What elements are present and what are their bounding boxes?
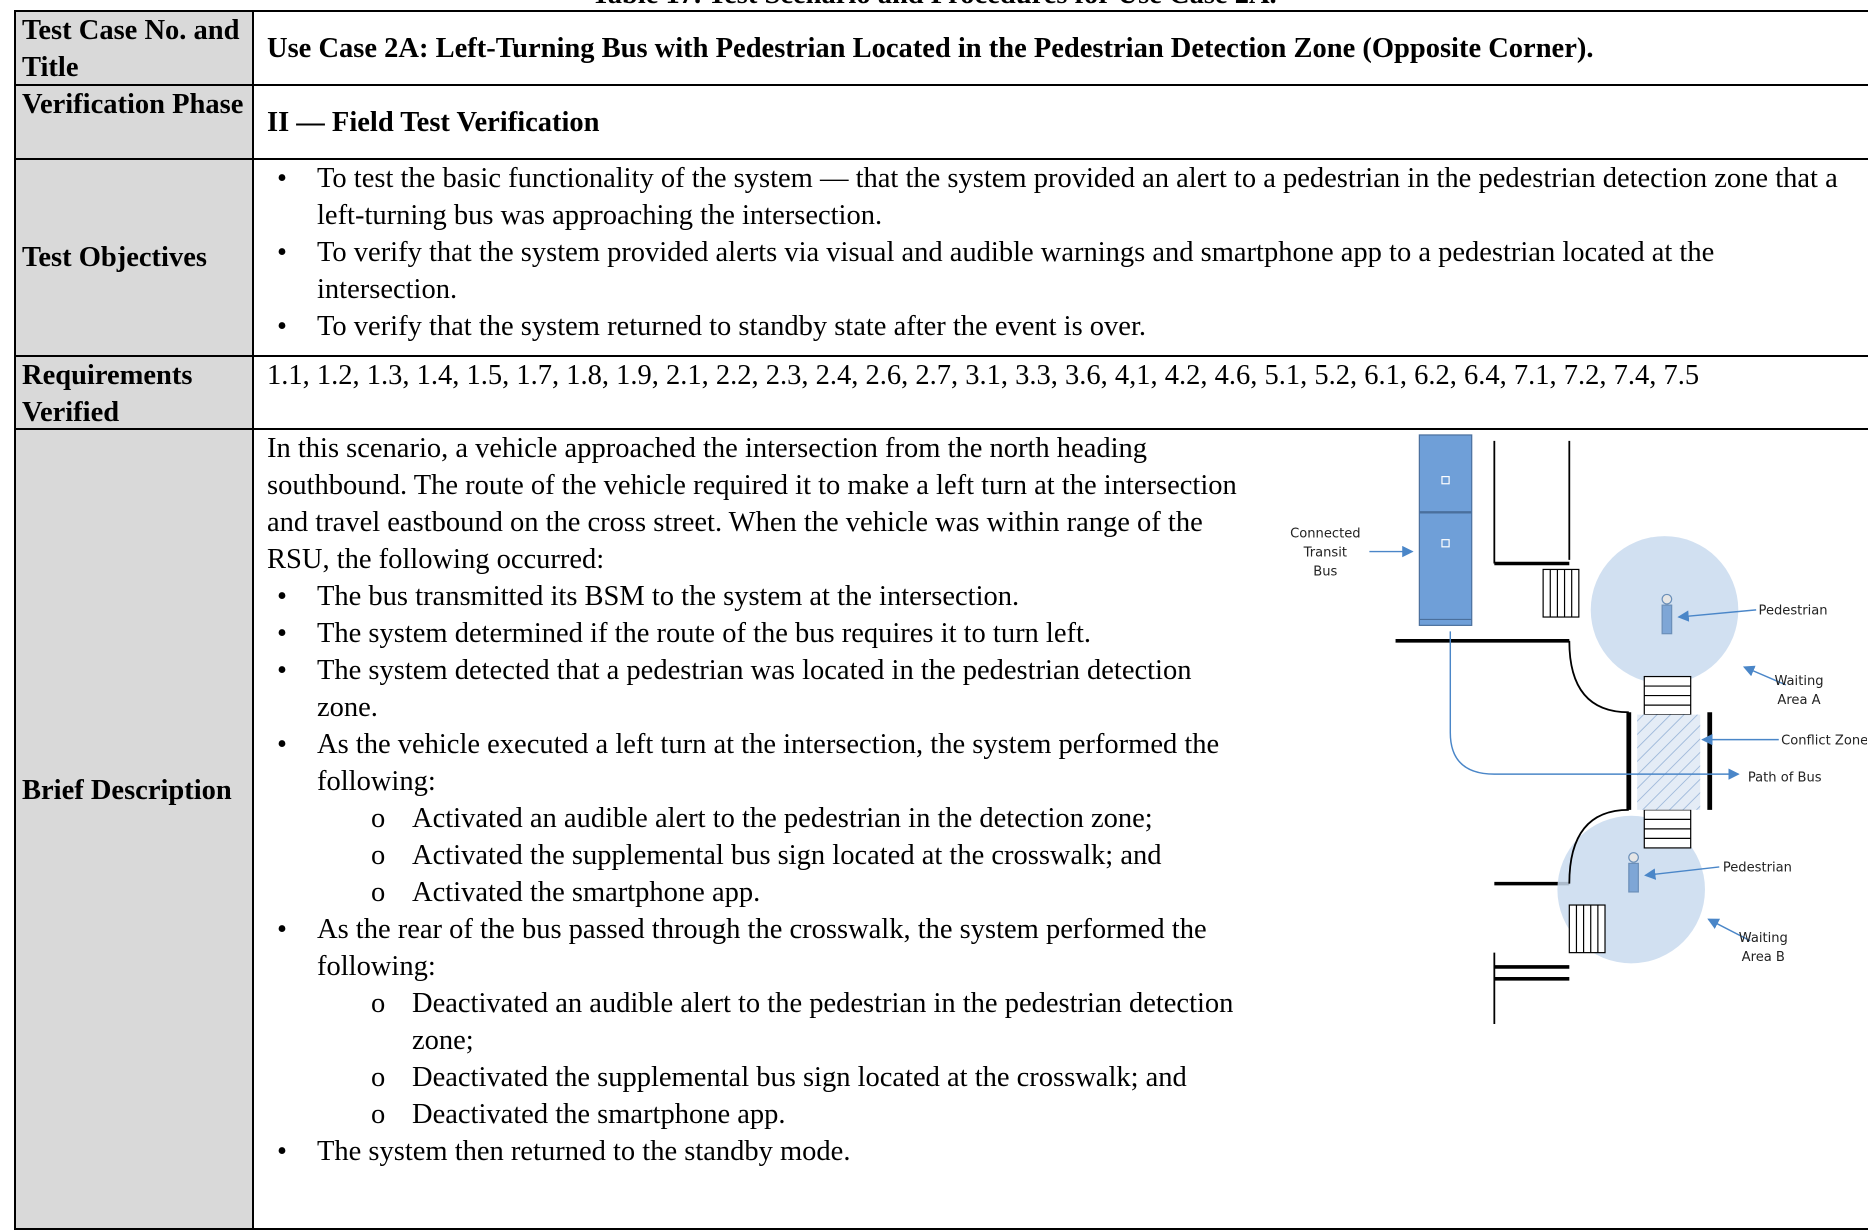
bullet-marker: •: [277, 581, 287, 612]
bullet-marker: •: [277, 914, 287, 945]
bullet-marker: •: [277, 237, 287, 268]
bullet-marker: •: [277, 163, 287, 194]
sub-bullet-item: o Activated the smartphone app.: [267, 874, 1257, 911]
bullet-marker: •: [277, 1136, 287, 1167]
header-text: Test Objectives: [22, 242, 207, 273]
bullet-text: As the rear of the bus passed through th…: [317, 914, 1207, 982]
cell-text: II — Field Test Verification: [267, 106, 600, 138]
row-header: Brief Description: [16, 430, 254, 1228]
bullet-marker: •: [277, 729, 287, 760]
cell: II — Field Test Verification: [254, 86, 1868, 158]
bullet-text: To test the basic functionality of the s…: [317, 163, 1838, 231]
description: In this scenario, a vehicle approached t…: [267, 430, 1257, 1170]
bullet-text: The system determined if the route of th…: [317, 618, 1092, 649]
sub-bullet-text: Activated the smartphone app.: [412, 877, 761, 908]
header-text: Brief Description: [22, 775, 232, 806]
row: Requirements Verified 1.1, 1.2, 1.3, 1.4…: [16, 357, 1868, 430]
diagram-label: Bus: [1313, 564, 1337, 579]
bullet-marker: •: [277, 311, 287, 342]
row: Brief Description In this scenario, a ve…: [16, 430, 1868, 1230]
diagram-label: Path of Bus: [1748, 770, 1822, 785]
intersection-diagram: Connected Transit Bus Pedestrian Waiting Area…: [1290, 434, 1867, 1025]
bullet-item: • To verify that the system provided aler…: [267, 234, 1855, 308]
diagram-label: Connected: [1290, 526, 1360, 541]
row: Test Case No. and Title Use Case 2A: Lef…: [16, 12, 1868, 86]
sub-bullet-marker: o: [371, 1062, 386, 1093]
sub-bullet-item: o Activated an audible alert to the pedes…: [267, 800, 1257, 837]
intro: In this scenario, a vehicle approached t…: [267, 433, 1237, 575]
cell: • To test the basic functionality of the …: [254, 160, 1868, 355]
caption: Table 17. Test Scenario and Procedures f…: [0, 0, 1868, 13]
bullet-item: • The bus transmitted its BSM to the syst…: [267, 578, 1257, 615]
bullet-text: To verify that the system returned to st…: [317, 311, 1147, 342]
sub-bullet-item: o Deactivated the supplemental bus sign l…: [267, 1059, 1257, 1096]
diagram-label: Conflict Zone: [1781, 733, 1867, 748]
sub-bullet-text: Activated an audible alert to the pedest…: [412, 803, 1153, 834]
bullet-marker: •: [277, 655, 287, 686]
diagram-label: Waiting: [1739, 931, 1788, 946]
row-header: Requirements Verified: [16, 357, 254, 428]
diagram-label: Area B: [1742, 950, 1785, 965]
bullet-text: As the vehicle executed a left turn at t…: [317, 729, 1220, 797]
row-header: Test Objectives: [16, 160, 254, 355]
bullet-marker: •: [277, 618, 287, 649]
diagram-label: Area A: [1777, 693, 1820, 708]
row: Test Objectives • To test the basic funct…: [16, 160, 1868, 357]
bullet-text: The system then returned to the standby …: [317, 1136, 851, 1167]
sub-bullet-item: o Deactivated an audible alert to the ped…: [267, 985, 1257, 1059]
sub-bullet-marker: o: [371, 877, 386, 908]
bullet-item: • The system detected that a pedestrian w…: [267, 652, 1257, 726]
cell: In this scenario, a vehicle approached t…: [254, 430, 1868, 1228]
row: Verification Phase II — Field Test Verif…: [16, 86, 1868, 160]
sub-bullet-text: Deactivated the supplemental bus sign lo…: [412, 1062, 1187, 1093]
cell: 1.1, 1.2, 1.3, 1.4, 1.5, 1.7, 1.8, 1.9, …: [267, 360, 1700, 391]
sub-bullet-marker: o: [371, 988, 386, 1019]
diagram-label: Pedestrian: [1759, 604, 1828, 619]
sub-bullet-marker: o: [371, 840, 386, 871]
sub-bullet-text: Deactivated an audible alert to the pede…: [412, 988, 1234, 1056]
sub-bullet-item: o Activated the supplemental bus sign loc…: [267, 837, 1257, 874]
bullet-item: • The system then returned to the standby…: [267, 1133, 1257, 1170]
cell: Use Case 2A: Left-Turning Bus with Pedes…: [254, 12, 1868, 84]
sub-bullet-marker: o: [371, 1099, 386, 1130]
diagram-label: Pedestrian: [1723, 861, 1792, 876]
bullet-item: • To verify that the system returned to s…: [267, 308, 1855, 345]
bullet-item: • The system determined if the route of t…: [267, 615, 1257, 652]
cell-text: Use Case 2A: Left-Turning Bus with Pedes…: [267, 32, 1594, 64]
bullet-item: • To test the basic functionality of the …: [267, 160, 1855, 234]
table: Test Case No. and Title Use Case 2A: Lef…: [14, 10, 1868, 1230]
sub-bullet-marker: o: [371, 803, 386, 834]
diagram-label: Transit: [1303, 545, 1347, 560]
bullet-text: To verify that the system provided alert…: [317, 237, 1715, 305]
row-header: Test Case No. and Title: [16, 12, 254, 84]
sub-bullet-text: Activated the supplemental bus sign loca…: [412, 840, 1162, 871]
bullet-text: The bus transmitted its BSM to the syste…: [317, 581, 1020, 612]
diagram-label: Waiting: [1774, 674, 1823, 689]
sub-bullet-item: o Deactivated the smartphone app.: [267, 1096, 1257, 1133]
bullet-text: The system detected that a pedestrian wa…: [317, 655, 1192, 723]
bullet-item: • As the rear of the bus passed through t…: [267, 911, 1257, 985]
sub-bullet-text: Deactivated the smartphone app.: [412, 1099, 786, 1130]
row-header: Verification Phase: [16, 86, 254, 158]
bullet-item: • As the vehicle executed a left turn at …: [267, 726, 1257, 800]
